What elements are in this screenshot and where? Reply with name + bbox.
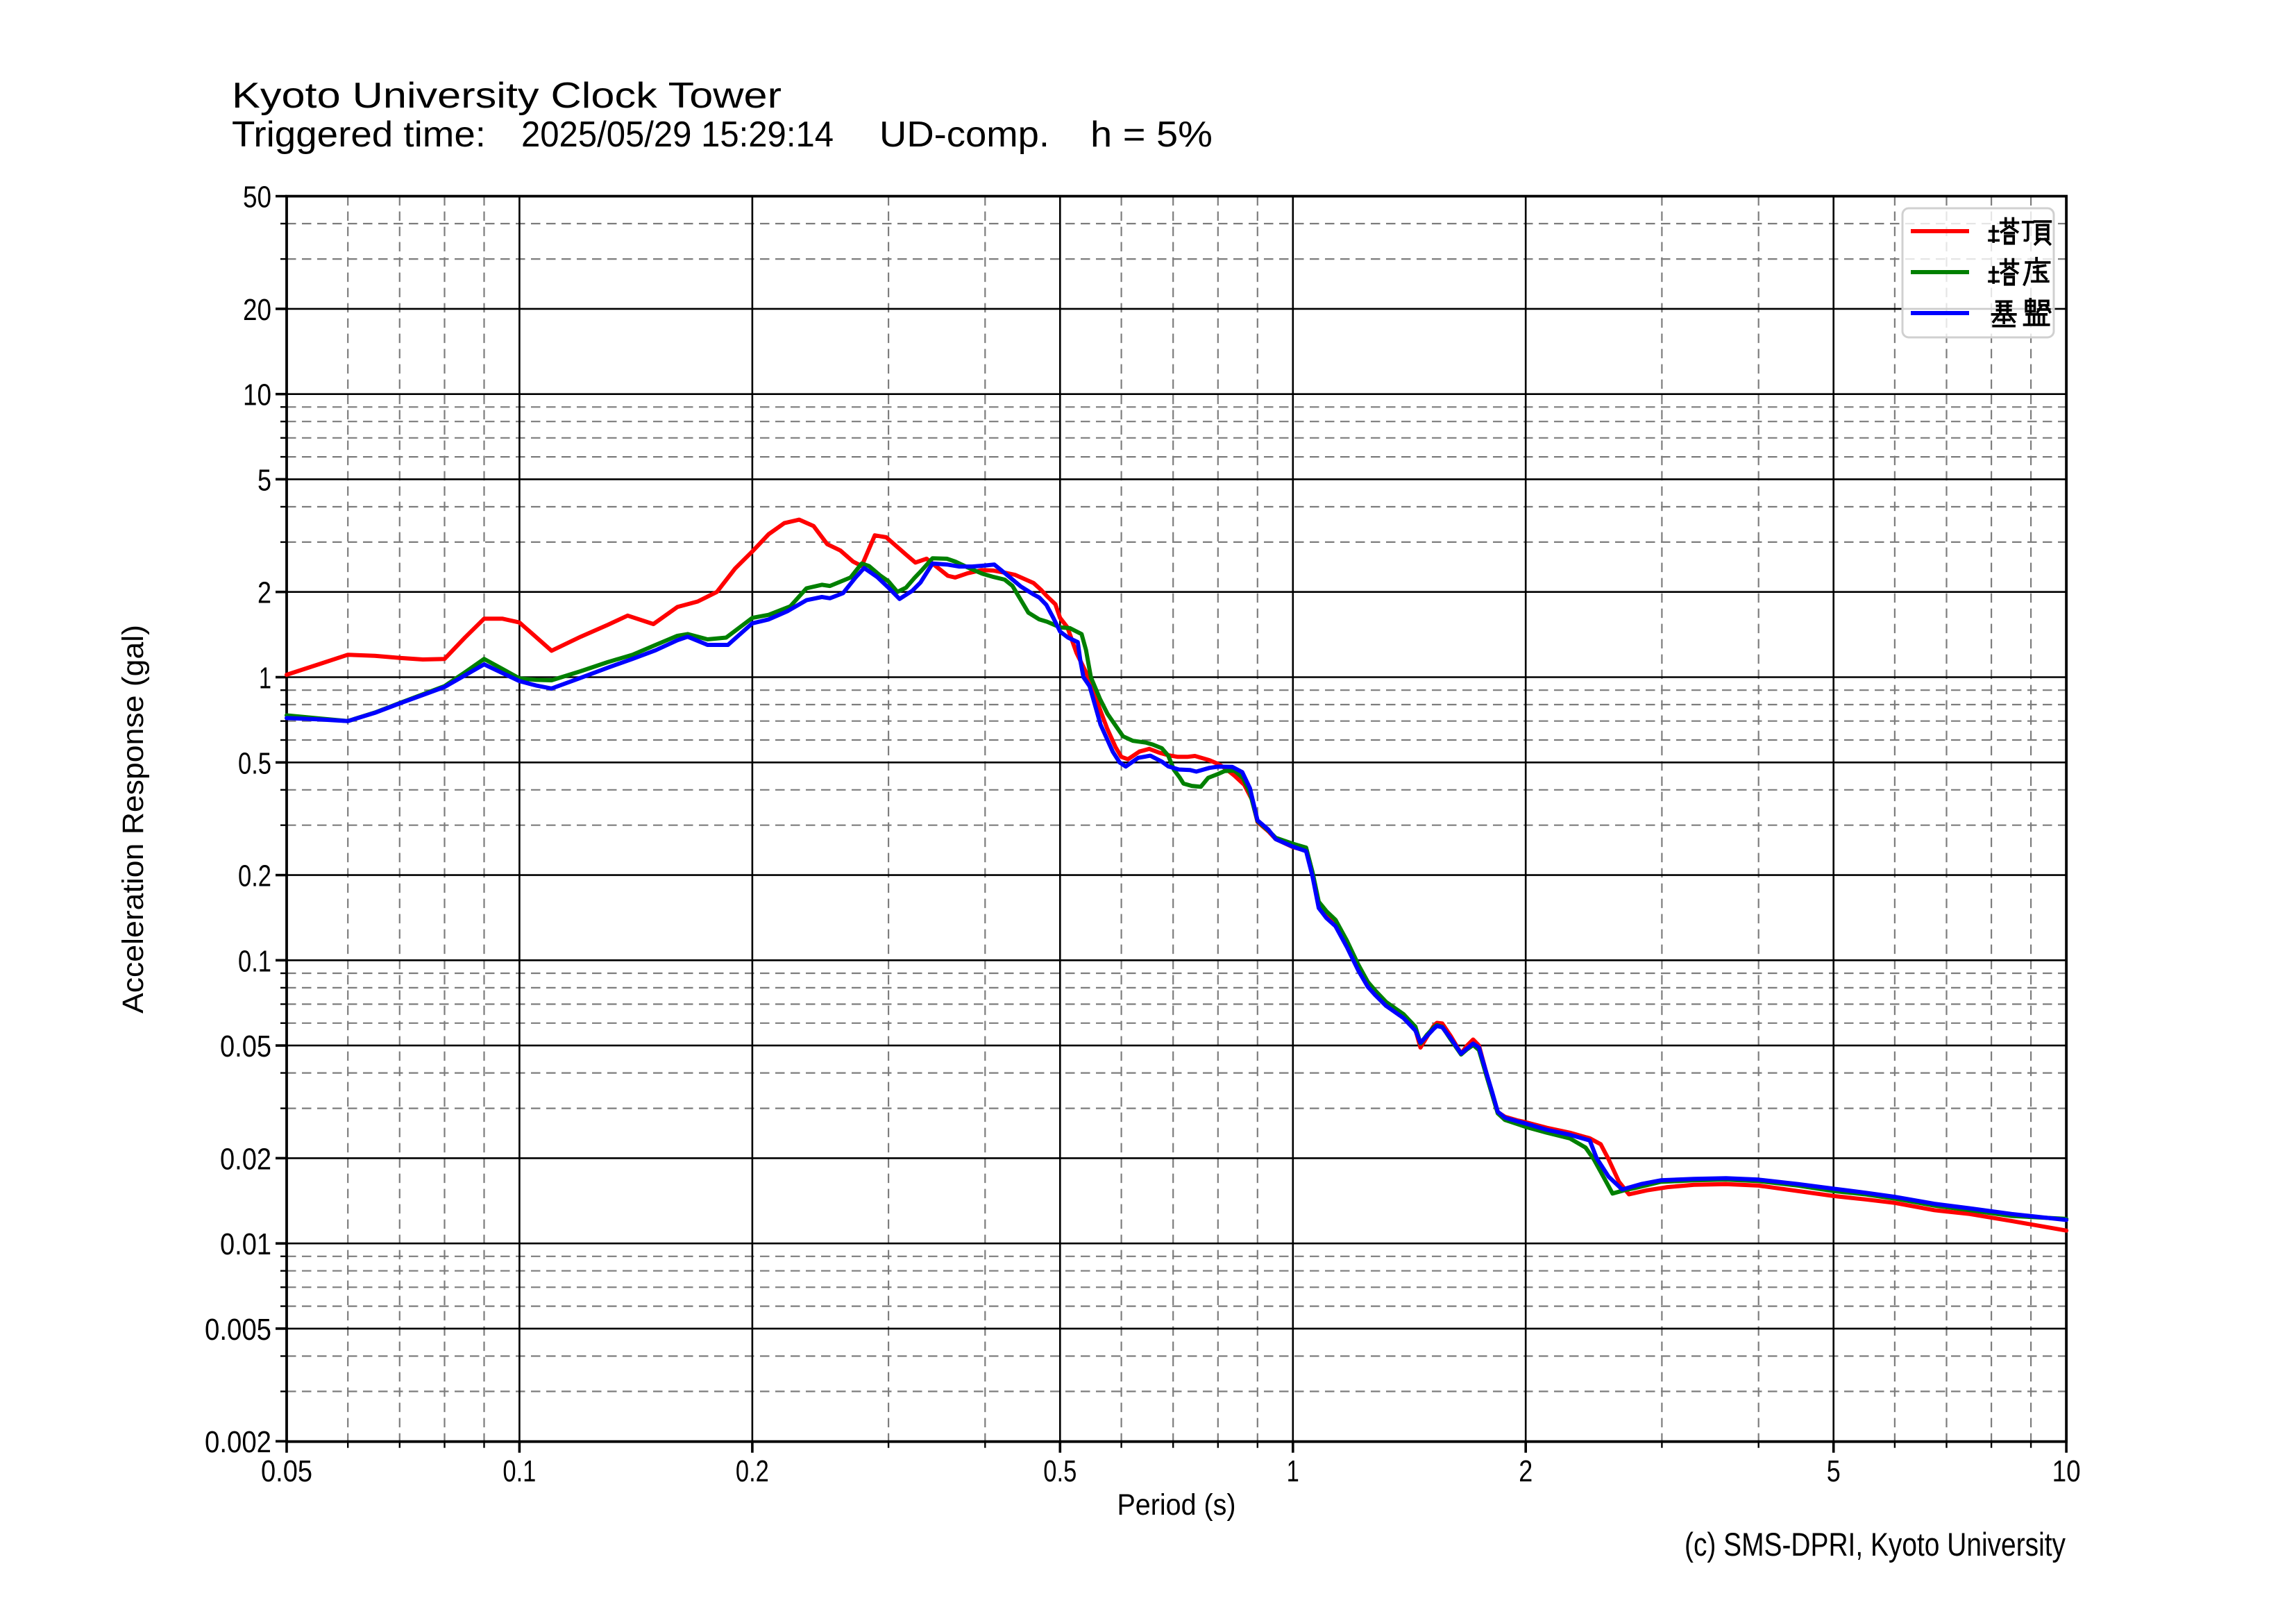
svg-text:0.05: 0.05 — [261, 1454, 312, 1488]
svg-text:2: 2 — [1519, 1454, 1533, 1488]
svg-text:h = 5%: h = 5% — [1090, 115, 1213, 155]
svg-text:1: 1 — [1287, 1454, 1299, 1488]
svg-text:2025/05/29 15:29:14: 2025/05/29 15:29:14 — [521, 115, 834, 155]
svg-text:1: 1 — [259, 662, 271, 696]
svg-text:0.002: 0.002 — [205, 1425, 271, 1459]
svg-text:0.01: 0.01 — [220, 1227, 271, 1261]
svg-text:0.005: 0.005 — [205, 1313, 271, 1347]
svg-text:(c) SMS-DPRI, Kyoto University: (c) SMS-DPRI, Kyoto University — [1685, 1526, 2066, 1563]
svg-text:0.1: 0.1 — [503, 1454, 536, 1488]
svg-text:2: 2 — [258, 576, 271, 610]
svg-text:Acceleration Response (gal): Acceleration Response (gal) — [117, 625, 150, 1014]
svg-text:0.02: 0.02 — [220, 1142, 271, 1176]
svg-text:10: 10 — [2052, 1454, 2081, 1488]
svg-text:0.5: 0.5 — [1043, 1454, 1077, 1488]
svg-text:5: 5 — [1827, 1454, 1841, 1488]
svg-text:UD-comp.: UD-comp. — [879, 115, 1049, 155]
svg-text:0.1: 0.1 — [238, 944, 271, 978]
svg-text:5: 5 — [258, 463, 271, 497]
svg-text:Period (s): Period (s) — [1117, 1488, 1236, 1522]
svg-text:20: 20 — [243, 293, 271, 327]
svg-text:50: 50 — [243, 180, 271, 215]
svg-text:0.05: 0.05 — [220, 1029, 271, 1063]
svg-text:Triggered time:: Triggered time: — [232, 115, 486, 155]
svg-text:0.5: 0.5 — [238, 746, 271, 780]
svg-text:0.2: 0.2 — [238, 859, 271, 893]
svg-text:10: 10 — [243, 378, 271, 412]
svg-text:Kyoto University Clock Tower: Kyoto University Clock Tower — [232, 76, 782, 116]
svg-text:0.2: 0.2 — [736, 1454, 769, 1488]
